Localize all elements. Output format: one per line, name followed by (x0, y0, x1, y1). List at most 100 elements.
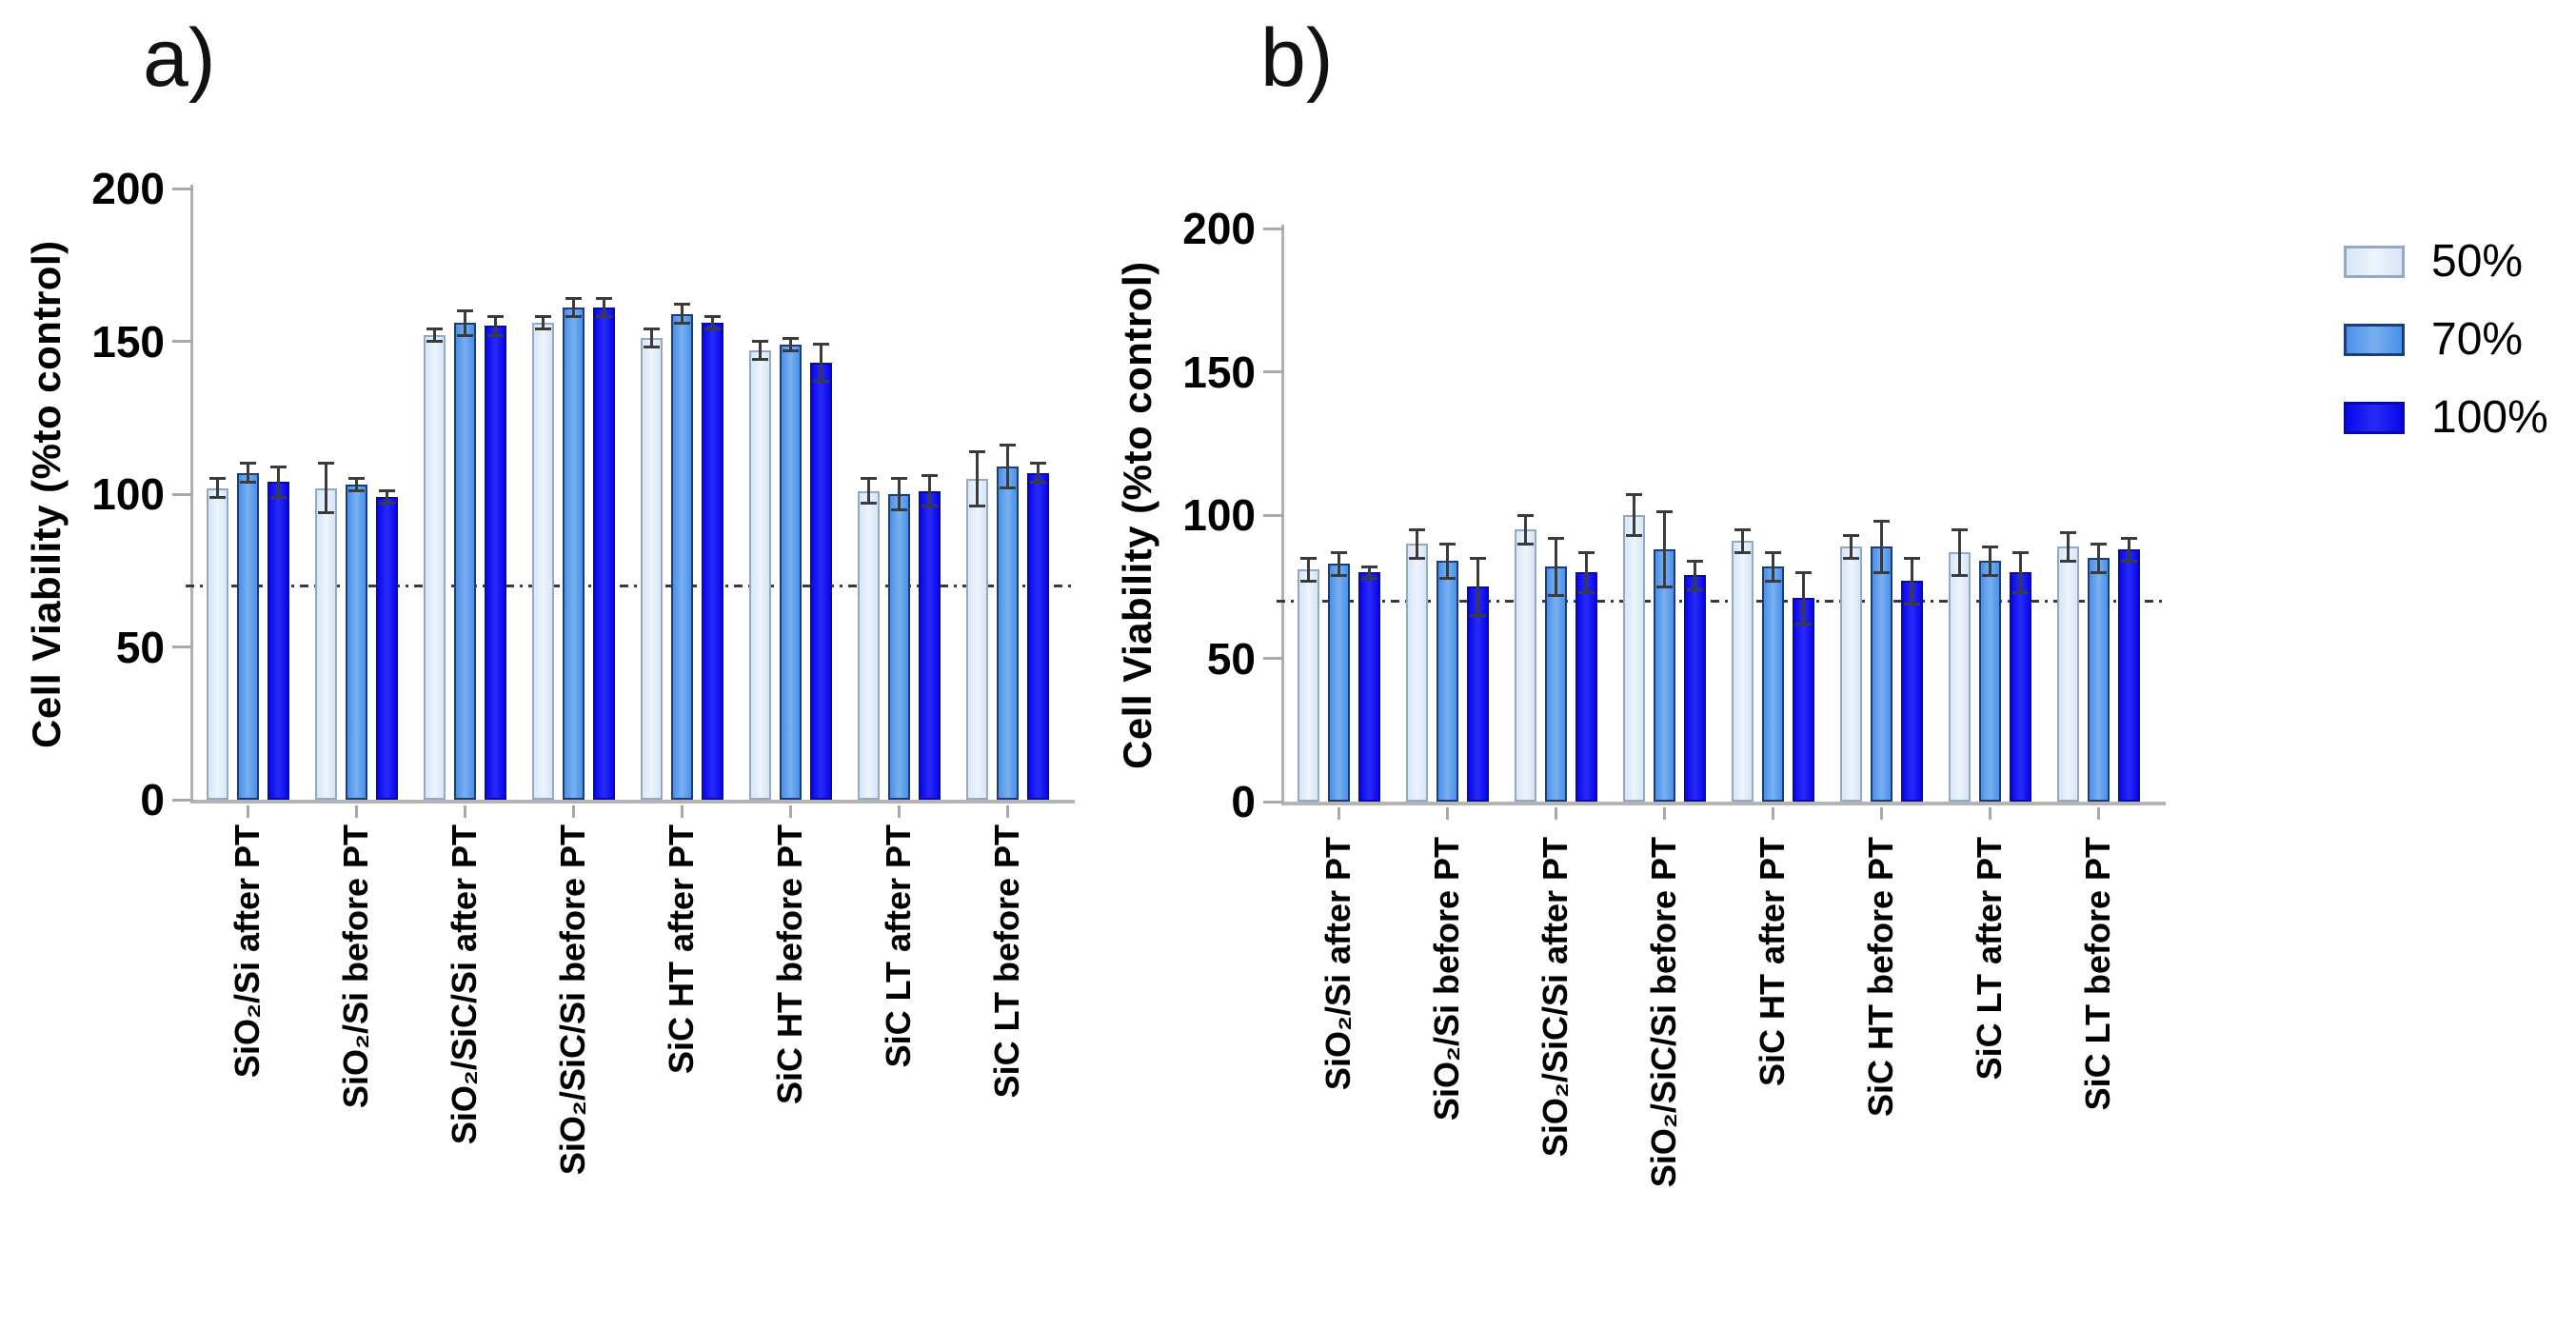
x-tick-mark (354, 805, 358, 818)
bar-50%-4 (1622, 515, 1645, 802)
x-tick-label: SiC HT after PT (662, 824, 701, 1075)
x-tick-mark (246, 805, 249, 818)
error-bar-cap-bottom (1734, 550, 1751, 554)
error-bar-cap-top (1951, 527, 1968, 531)
legend-item-100: 100% (2344, 393, 2548, 443)
bar-100%-7 (918, 490, 941, 800)
error-bar-cap-top (534, 315, 551, 319)
legend-label-50: 50% (2431, 236, 2524, 287)
error-bar (1337, 552, 1340, 576)
error-bar-cap-top (1577, 550, 1595, 554)
x-tick-mark (1662, 807, 1666, 820)
x-tick-mark (680, 805, 684, 818)
error-bar-cap-bottom (703, 328, 721, 331)
error-bar-cap-bottom (673, 321, 690, 325)
error-bar (975, 451, 979, 506)
error-bar-cap-top (643, 328, 660, 331)
error-bar-cap-bottom (890, 507, 907, 511)
error-bar-cap-top (1842, 533, 1859, 537)
x-tick-label: SiC HT before PT (770, 824, 809, 1105)
error-bar (541, 316, 545, 329)
error-bar (1662, 511, 1666, 587)
error-bar (354, 478, 358, 491)
panel-b-label: b) (1260, 12, 1334, 104)
error-bar-cap-bottom (2011, 590, 2029, 594)
error-bar-cap-bottom (595, 315, 612, 319)
error-bar (927, 475, 931, 506)
x-tick-mark (1337, 807, 1340, 820)
error-bar (1771, 552, 1774, 582)
y-tick-label: 0 (140, 775, 165, 824)
error-bar-cap-top (673, 303, 690, 307)
error-bar-cap-bottom (782, 348, 799, 352)
x-tick-mark (1554, 807, 1557, 820)
error-bar-cap-top (751, 340, 768, 343)
error-bar-cap-top (456, 308, 473, 312)
bar-70%-5 (670, 313, 693, 800)
x-axis-line (190, 800, 1075, 804)
bar-100%-6 (809, 362, 832, 800)
error-bar-cap-top (2120, 536, 2137, 540)
error-bar (324, 463, 327, 513)
error-bar-cap-bottom (1577, 590, 1595, 594)
error-bar (2066, 532, 2070, 562)
x-tick-label: SiC HT before PT (1861, 837, 1900, 1118)
error-bar (680, 304, 684, 324)
y-tick-label: 150 (91, 316, 165, 367)
bar-70%-7 (887, 494, 910, 800)
error-bar-cap-bottom (1438, 576, 1456, 580)
x-tick-label: SiO₂/SiC/Si after PT (445, 824, 484, 1145)
bar-100%-2 (1466, 586, 1489, 802)
x-tick-label: SiO₂/SiC/Si before PT (553, 824, 592, 1176)
bar-50%-2 (1405, 544, 1428, 802)
error-bar-cap-top (595, 297, 612, 301)
error-bar-cap-top (1029, 462, 1046, 466)
y-tick-mark (1263, 800, 1284, 804)
x-tick-mark (1445, 807, 1449, 820)
bar-100%-2 (375, 497, 398, 800)
error-bar (1523, 515, 1527, 545)
y-tick-label: 100 (1182, 490, 1256, 540)
x-tick-label: SiO₂/Si before PT (336, 824, 375, 1109)
error-bar-cap-top (347, 477, 365, 481)
error-bar (866, 478, 870, 504)
bar-50%-4 (531, 323, 554, 800)
error-bar-cap-bottom (565, 315, 582, 319)
error-bar-cap-bottom (1842, 556, 1859, 560)
error-bar (1632, 494, 1635, 536)
x-tick-label: SiC LT after PT (1970, 837, 2009, 1081)
error-bar (432, 328, 436, 342)
error-bar-cap-bottom (1981, 573, 1998, 577)
error-bar (2096, 544, 2100, 573)
bar-70%-5 (1761, 566, 1784, 802)
error-bar-cap-bottom (456, 333, 473, 337)
error-bar-cap-top (2059, 530, 2076, 534)
error-bar-cap-top (1299, 556, 1317, 560)
error-bar-cap-top (565, 297, 582, 301)
bar-100%-3 (1575, 572, 1597, 802)
error-bar-cap-top (1625, 493, 1642, 497)
error-bar-cap-bottom (1655, 585, 1673, 588)
x-tick-mark (1988, 807, 1991, 820)
error-bar-cap-top (208, 477, 226, 481)
error-bar-cap-bottom (1469, 613, 1486, 617)
error-bar (1801, 572, 1805, 625)
bar-100%-7 (2009, 572, 2031, 802)
bar-50%-6 (1839, 546, 1862, 802)
error-bar-cap-top (1794, 570, 1812, 574)
error-bar-cap-bottom (486, 333, 504, 337)
error-bar-cap-bottom (534, 328, 551, 331)
error-bar-cap-top (426, 328, 443, 331)
legend-label-100: 100% (2431, 392, 2548, 443)
error-bar-cap-bottom (921, 505, 938, 508)
y-tick-mark (172, 798, 193, 802)
error-bar-cap-bottom (1330, 573, 1347, 577)
error-bar-cap-top (1686, 559, 1703, 563)
error-bar-cap-top (703, 315, 721, 319)
error-bar-cap-top (1469, 556, 1486, 560)
x-axis-line (1281, 802, 2166, 805)
x-tick-mark (897, 805, 901, 818)
y-axis-line (190, 185, 193, 800)
bar-100%-5 (1792, 598, 1814, 802)
error-bar-cap-top (999, 444, 1016, 447)
